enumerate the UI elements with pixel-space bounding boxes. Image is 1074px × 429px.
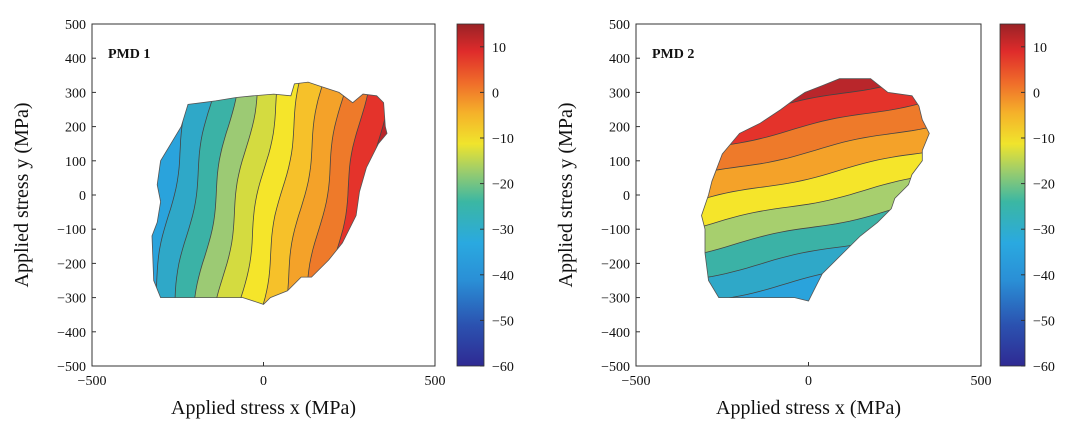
colorbar-tick-label: −50 (492, 314, 514, 329)
y-tick-label: 300 (609, 86, 630, 101)
y-tick-label: 100 (609, 155, 630, 170)
y-tick-label: −100 (601, 223, 630, 238)
y-axis-title: Applied stress y (MPa) (11, 103, 33, 288)
y-tick-label: −300 (601, 292, 630, 307)
x-tick-label: 0 (805, 374, 812, 389)
colorbar-tick-label: 10 (492, 41, 506, 56)
y-tick-label: 0 (623, 189, 630, 204)
x-tick-label: −500 (622, 374, 651, 389)
panel-2: PMD 25004003002001000−100−200−300−400−50… (555, 18, 1055, 419)
colorbar-tick-label: −30 (492, 223, 514, 238)
x-axis-title: Applied stress x (MPa) (171, 397, 356, 419)
colorbar-tick-label: −60 (492, 360, 514, 375)
y-tick-label: −200 (601, 257, 630, 272)
colorbar-tick-label: 0 (492, 86, 499, 101)
y-tick-label: 100 (65, 155, 86, 170)
panel-label: PMD 2 (652, 47, 694, 62)
y-tick-label: −400 (601, 326, 630, 341)
colorbar-tick-label: −10 (1033, 132, 1055, 147)
y-tick-label: −100 (57, 223, 86, 238)
y-tick-label: 200 (65, 121, 86, 136)
colorbar-tick-label: −10 (492, 132, 514, 147)
contour-fill (152, 82, 387, 305)
colorbar-tick-label: −40 (492, 269, 514, 284)
colorbar: 10 0 −10 −20 −30 −40 −50 −60 (999, 23, 1055, 375)
x-tick-label: 0 (260, 374, 267, 389)
y-tick-label: 400 (609, 52, 630, 67)
panel-1: PMD 15004003002001000−100−200−300−400−50… (11, 18, 514, 419)
region-outline (151, 81, 388, 305)
colorbar-tick-label: −30 (1033, 223, 1055, 238)
colorbar-tick-label: −20 (492, 178, 514, 193)
region-outline (701, 78, 930, 302)
y-tick-label: −300 (57, 292, 86, 307)
y-tick-label: 300 (65, 86, 86, 101)
x-tick-label: 500 (971, 374, 992, 389)
y-tick-label: −500 (57, 360, 86, 375)
x-tick-label: −500 (78, 374, 107, 389)
colorbar-tick-label: −20 (1033, 178, 1055, 193)
y-tick-label: −400 (57, 326, 86, 341)
panel-label: PMD 1 (108, 47, 150, 62)
colorbar-tick-label: 10 (1033, 41, 1047, 56)
colorbar-tick-label: 0 (1033, 86, 1040, 101)
colorbar-tick-label: −40 (1033, 269, 1055, 284)
y-tick-label: 200 (609, 121, 630, 136)
y-tick-label: 0 (79, 189, 86, 204)
y-tick-label: −200 (57, 257, 86, 272)
y-tick-label: 400 (65, 52, 86, 67)
y-tick-label: 500 (609, 18, 630, 33)
x-axis-title: Applied stress x (MPa) (716, 397, 901, 419)
colorbar-gradient (999, 23, 1026, 367)
colorbar-gradient (456, 23, 485, 367)
y-tick-label: 500 (65, 18, 86, 33)
y-tick-label: −500 (601, 360, 630, 375)
x-tick-label: 500 (425, 374, 446, 389)
y-axis-title: Applied stress y (MPa) (555, 103, 577, 288)
colorbar-tick-label: −60 (1033, 360, 1055, 375)
colorbar-tick-label: −50 (1033, 314, 1055, 329)
colorbar: 10 0 −10 −20 −30 −40 −50 −60 (456, 23, 514, 375)
